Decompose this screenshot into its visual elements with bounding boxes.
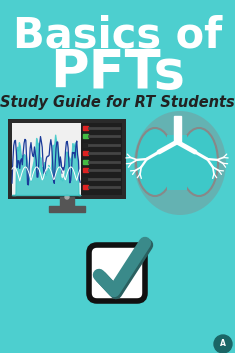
Bar	[83, 134, 88, 138]
FancyBboxPatch shape	[81, 123, 122, 195]
Circle shape	[214, 335, 232, 353]
Text: Study Guide for RT Students: Study Guide for RT Students	[0, 96, 235, 110]
Bar	[83, 168, 88, 172]
Bar	[83, 143, 88, 147]
Bar	[83, 151, 88, 155]
Circle shape	[65, 195, 69, 199]
FancyBboxPatch shape	[167, 135, 187, 190]
Text: PFTs: PFTs	[50, 47, 185, 99]
Bar	[83, 185, 88, 189]
Bar	[49, 206, 85, 212]
Ellipse shape	[134, 111, 226, 215]
Bar	[174, 116, 181, 142]
Text: A: A	[220, 340, 226, 348]
Bar	[60, 197, 74, 207]
Ellipse shape	[180, 128, 218, 196]
Bar	[83, 126, 88, 130]
Bar	[83, 160, 88, 164]
Ellipse shape	[136, 128, 174, 196]
Bar	[83, 177, 88, 181]
FancyBboxPatch shape	[12, 123, 122, 195]
FancyBboxPatch shape	[8, 119, 126, 199]
Text: Basics of: Basics of	[13, 14, 222, 56]
FancyBboxPatch shape	[89, 245, 145, 301]
